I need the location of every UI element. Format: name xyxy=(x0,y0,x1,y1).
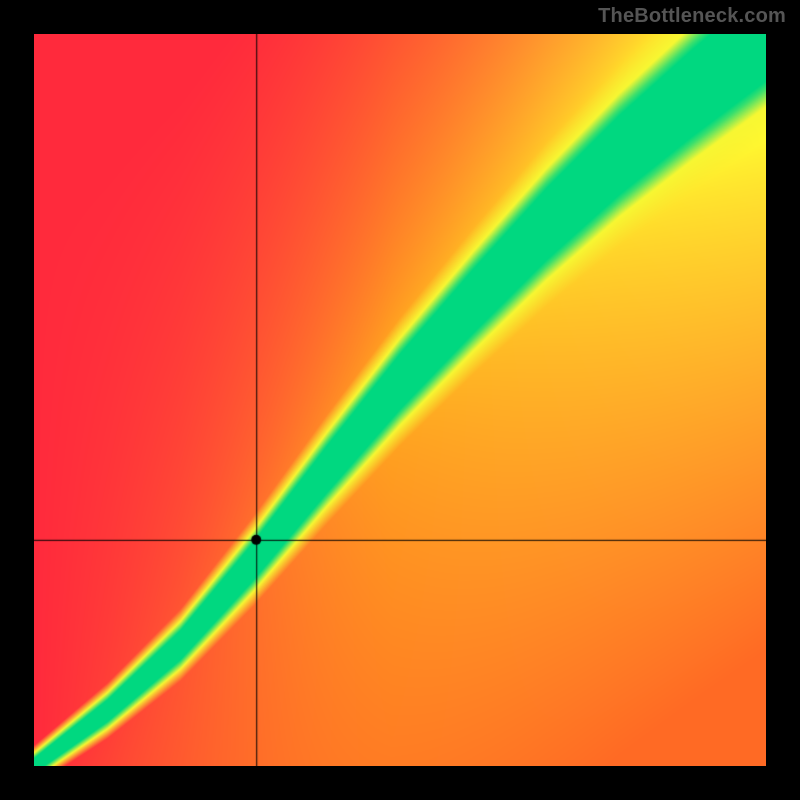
plot-area xyxy=(34,34,766,766)
watermark-text: TheBottleneck.com xyxy=(598,5,786,28)
bottleneck-heatmap xyxy=(34,34,766,766)
chart-container: TheBottleneck.com xyxy=(0,0,800,800)
